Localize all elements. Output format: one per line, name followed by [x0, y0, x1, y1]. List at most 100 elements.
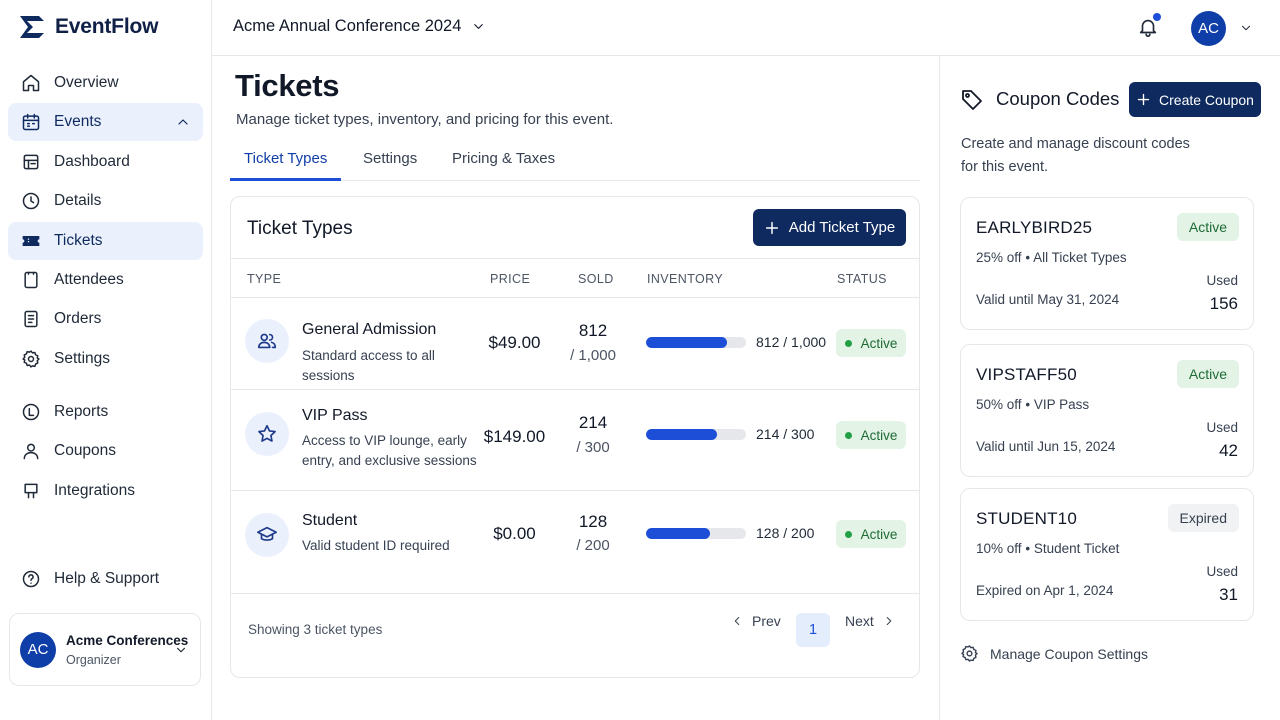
sidebar-item-orders[interactable]: Orders — [8, 300, 203, 338]
bell-icon[interactable] — [1137, 16, 1159, 38]
status-dot — [844, 431, 852, 439]
ticket-name: VIP Pass — [302, 407, 368, 424]
sidebar-item-label: Dashboard — [54, 153, 130, 170]
sidebar-item-attendees[interactable]: Attendees — [8, 261, 203, 299]
add-ticket-type-button[interactable]: Add Ticket Type — [753, 209, 906, 246]
coupon-used-count: 156 — [1209, 294, 1238, 313]
coupon-validity: Valid until May 31, 2024 — [976, 292, 1120, 307]
table-row[interactable]: Student Valid student ID required $0.00 … — [231, 491, 919, 594]
ticket-price: $149.00 — [483, 427, 546, 446]
user-avatar[interactable]: AC — [1191, 11, 1226, 46]
tab-pricing-taxes[interactable]: Pricing & Taxes — [452, 150, 556, 167]
separator-dot: • — [1025, 250, 1031, 265]
sidebar-item-label: Tickets — [54, 232, 103, 249]
coupon-panel-description: Create and manage discount codes for thi… — [961, 136, 1190, 175]
ticket-sold: 128 — [578, 512, 608, 531]
status-badge: Active — [836, 421, 906, 449]
org-role: Organizer — [66, 652, 121, 667]
ticket-types-card: Ticket Types Add Ticket Type TYPE PRICE … — [230, 196, 920, 678]
sidebar-item-settings[interactable]: Settings — [8, 340, 203, 378]
coupon-used-count: 31 — [1219, 585, 1238, 604]
separator-dot: • — [1025, 541, 1031, 556]
ticket-description: Standard access to all sessions — [302, 348, 435, 383]
users-icon — [245, 319, 289, 363]
help-icon — [21, 569, 41, 589]
column-header-inventory[interactable]: INVENTORY — [647, 272, 724, 286]
chevron-down-icon — [471, 19, 486, 34]
coupon-card[interactable]: EARLYBIRD25 Active 25% off • All Ticket … — [960, 197, 1254, 330]
ticket-name: Student — [302, 512, 358, 529]
status-label: Active — [860, 526, 898, 542]
org-name: Acme Conferences — [66, 632, 189, 648]
dashboard-icon — [21, 152, 41, 172]
coupon-card[interactable]: STUDENT10 Expired 10% off • Student Tick… — [960, 488, 1254, 621]
sidebar-item-label: Integrations — [54, 482, 135, 499]
coupon-detail: 25% off • All Ticket Types — [976, 250, 1127, 265]
home-icon — [21, 73, 41, 93]
chevron-down-icon[interactable] — [1239, 21, 1253, 35]
table-row[interactable]: General Admission Standard access to all… — [231, 298, 919, 390]
tab-settings[interactable]: Settings — [363, 150, 418, 167]
sidebar-item-tickets[interactable]: Tickets — [8, 222, 203, 260]
create-coupon-label: Create Coupon — [1159, 91, 1254, 108]
table-header: TYPE PRICE SOLD INVENTORY STATUS — [231, 258, 919, 298]
inventory-text: 214 / 300 — [756, 426, 815, 442]
top-bar: Acme Annual Conference 2024 AC — [212, 0, 1280, 56]
org-avatar: AC — [20, 631, 56, 668]
manage-coupon-settings-label: Manage Coupon Settings — [990, 645, 1148, 662]
sidebar-item-events[interactable]: Events — [8, 103, 203, 141]
card-title: Ticket Types — [247, 218, 353, 239]
column-header-status[interactable]: STATUS — [837, 272, 887, 286]
sidebar-item-label: Details — [54, 192, 102, 209]
ticket-price: $0.00 — [493, 524, 536, 543]
status-badge: Active — [836, 520, 906, 548]
chevron-down-icon — [174, 643, 188, 657]
coupon-status-badge: Expired — [1167, 504, 1239, 532]
coupon-card[interactable]: VIPSTAFF50 Active 50% off • VIP Pass Val… — [960, 344, 1254, 477]
gear-icon — [960, 644, 979, 663]
coupon-discount: 25% off — [976, 250, 1022, 265]
inventory-bar-fill — [646, 528, 710, 539]
coupon-detail: 10% off • Student Ticket — [976, 541, 1119, 556]
manage-coupon-settings-link[interactable]: Manage Coupon Settings — [960, 644, 1148, 663]
brand[interactable]: EventFlow — [19, 15, 158, 39]
event-selector[interactable]: Acme Annual Conference 2024 — [233, 17, 486, 36]
ticket-sold: 812 — [578, 321, 608, 340]
organization-switcher[interactable]: AC Acme Conferences Organizer — [9, 613, 201, 686]
reports-icon — [21, 402, 41, 422]
sidebar-item-overview[interactable]: Overview — [8, 64, 203, 102]
sidebar-item-dashboard[interactable]: Dashboard — [8, 143, 203, 181]
sidebar-item-reports[interactable]: Reports — [8, 393, 203, 431]
prev-page-button[interactable]: Prev — [730, 613, 781, 629]
page-number-button[interactable]: 1 — [796, 613, 830, 647]
ticket-capacity: / 300 — [576, 439, 610, 456]
event-name: Acme Annual Conference 2024 — [233, 17, 462, 35]
status-label: Active — [860, 335, 898, 351]
sidebar-item-details[interactable]: Details — [8, 182, 203, 220]
inventory-bar — [646, 528, 746, 539]
sidebar-item-label: Coupons — [54, 442, 117, 459]
sidebar-item-label: Overview — [54, 74, 119, 91]
coupon-used-label: Used — [1206, 273, 1238, 288]
coupon-validity: Expired on Apr 1, 2024 — [976, 583, 1114, 598]
column-header-sold[interactable]: SOLD — [578, 272, 614, 286]
status-dot — [844, 530, 852, 538]
tab-ticket-types[interactable]: Ticket Types — [244, 150, 328, 167]
next-page-button[interactable]: Next — [845, 613, 896, 629]
coupon-status-badge: Active — [1176, 213, 1239, 241]
coupon-code: EARLYBIRD25 — [976, 218, 1093, 237]
ticket-name: General Admission — [302, 321, 437, 338]
sidebar-item-integrations[interactable]: Integrations — [8, 472, 203, 510]
table-row[interactable]: VIP Pass Access to VIP lounge, early ent… — [231, 390, 919, 491]
coupon-used-label: Used — [1206, 564, 1238, 579]
help-support-link[interactable]: Help & Support — [8, 560, 203, 598]
calendar-icon — [21, 112, 41, 132]
column-header-type[interactable]: TYPE — [247, 272, 282, 286]
sidebar-item-coupons[interactable]: Coupons — [8, 432, 203, 470]
sidebar: EventFlow Overview Events Dashboard Deta… — [0, 0, 212, 720]
chevron-left-icon — [730, 614, 744, 628]
create-coupon-button[interactable]: Create Coupon — [1129, 82, 1261, 117]
eventflow-logo-icon — [19, 15, 45, 39]
clock-icon — [21, 191, 41, 211]
column-header-price[interactable]: PRICE — [490, 272, 531, 286]
